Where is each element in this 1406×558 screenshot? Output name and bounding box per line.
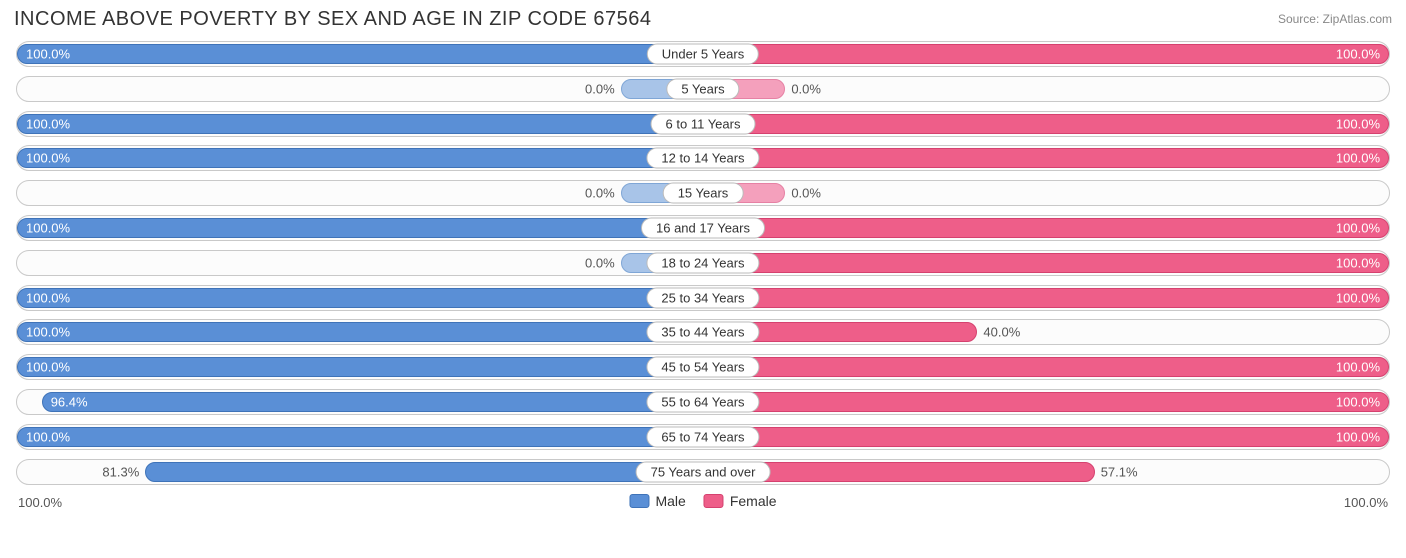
chart-row: 96.4% 100.0% 55 to 64 Years xyxy=(16,389,1390,415)
chart-row: 81.3% 57.1% 75 Years and over xyxy=(16,459,1390,485)
value-label-male: 0.0% xyxy=(585,255,615,270)
bar-female: 100.0% xyxy=(703,288,1389,308)
age-label: 25 to 34 Years xyxy=(646,287,759,308)
bar-male: 96.4% xyxy=(42,392,703,412)
header: INCOME ABOVE POVERTY BY SEX AND AGE IN Z… xyxy=(14,8,1392,31)
value-label-female: 100.0% xyxy=(1336,116,1380,131)
value-label-male: 100.0% xyxy=(26,116,70,131)
bar-male: 100.0% xyxy=(17,44,703,64)
bar-male: 100.0% xyxy=(17,114,703,134)
bar-female: 100.0% xyxy=(703,44,1389,64)
age-label: 65 to 74 Years xyxy=(646,426,759,447)
value-label-female: 57.1% xyxy=(1101,464,1138,479)
chart-row: 100.0% 100.0% 16 and 17 Years xyxy=(16,215,1390,241)
chart-footer: 100.0% Male Female 100.0% xyxy=(14,493,1392,523)
bar-female: 100.0% xyxy=(703,392,1389,412)
chart-row: 100.0% 100.0% 65 to 74 Years xyxy=(16,424,1390,450)
chart-row: 100.0% 40.0% 35 to 44 Years xyxy=(16,319,1390,345)
bar-male: 100.0% xyxy=(17,322,703,342)
legend: Male Female xyxy=(629,493,776,509)
swatch-female xyxy=(704,494,724,508)
legend-label-female: Female xyxy=(730,493,777,509)
value-label-female: 100.0% xyxy=(1336,394,1380,409)
bar-female: 100.0% xyxy=(703,148,1389,168)
value-label-female: 100.0% xyxy=(1336,360,1380,375)
age-label: 15 Years xyxy=(663,183,744,204)
bar-male: 100.0% xyxy=(17,218,703,238)
value-label-male: 100.0% xyxy=(26,220,70,235)
bar-male xyxy=(145,462,703,482)
bar-male: 100.0% xyxy=(17,148,703,168)
chart-container: INCOME ABOVE POVERTY BY SEX AND AGE IN Z… xyxy=(0,0,1406,558)
bar-male: 100.0% xyxy=(17,288,703,308)
age-label: 35 to 44 Years xyxy=(646,322,759,343)
value-label-female: 100.0% xyxy=(1336,255,1380,270)
age-label: Under 5 Years xyxy=(647,44,759,65)
chart-row: 0.0% 100.0% 18 to 24 Years xyxy=(16,250,1390,276)
chart-row: 100.0% 100.0% 45 to 54 Years xyxy=(16,354,1390,380)
value-label-female: 100.0% xyxy=(1336,429,1380,444)
value-label-male: 100.0% xyxy=(26,47,70,62)
chart-row: 0.0% 0.0% 15 Years xyxy=(16,180,1390,206)
bar-female: 100.0% xyxy=(703,357,1389,377)
age-label: 12 to 14 Years xyxy=(646,148,759,169)
legend-item-female: Female xyxy=(704,493,777,509)
value-label-male: 100.0% xyxy=(26,360,70,375)
legend-item-male: Male xyxy=(629,493,685,509)
value-label-female: 100.0% xyxy=(1336,151,1380,166)
chart-row: 100.0% 100.0% 6 to 11 Years xyxy=(16,111,1390,137)
value-label-male: 100.0% xyxy=(26,290,70,305)
age-label: 75 Years and over xyxy=(636,461,771,482)
axis-label-right: 100.0% xyxy=(1344,495,1388,510)
value-label-male: 0.0% xyxy=(585,186,615,201)
chart-rows: 100.0% 100.0% Under 5 Years 0.0% 0.0% 5 Years… xyxy=(14,41,1392,485)
source-label: Source: ZipAtlas.com xyxy=(1278,8,1392,26)
chart-title: INCOME ABOVE POVERTY BY SEX AND AGE IN Z… xyxy=(14,8,651,31)
value-label-female: 100.0% xyxy=(1336,220,1380,235)
bar-male: 100.0% xyxy=(17,427,703,447)
bar-female: 100.0% xyxy=(703,253,1389,273)
bar-female: 100.0% xyxy=(703,427,1389,447)
value-label-male: 96.4% xyxy=(51,394,88,409)
value-label-female: 100.0% xyxy=(1336,290,1380,305)
value-label-male: 100.0% xyxy=(26,325,70,340)
chart-row: 0.0% 0.0% 5 Years xyxy=(16,76,1390,102)
legend-label-male: Male xyxy=(655,493,685,509)
value-label-male: 81.3% xyxy=(102,464,139,479)
swatch-male xyxy=(629,494,649,508)
value-label-female: 0.0% xyxy=(791,186,821,201)
bar-female: 100.0% xyxy=(703,114,1389,134)
chart-row: 100.0% 100.0% 12 to 14 Years xyxy=(16,145,1390,171)
value-label-male: 0.0% xyxy=(585,81,615,96)
age-label: 55 to 64 Years xyxy=(646,391,759,412)
value-label-female: 100.0% xyxy=(1336,47,1380,62)
age-label: 5 Years xyxy=(666,78,739,99)
value-label-female: 40.0% xyxy=(983,325,1020,340)
axis-label-left: 100.0% xyxy=(18,495,62,510)
chart-row: 100.0% 100.0% Under 5 Years xyxy=(16,41,1390,67)
value-label-male: 100.0% xyxy=(26,429,70,444)
age-label: 45 to 54 Years xyxy=(646,357,759,378)
age-label: 18 to 24 Years xyxy=(646,252,759,273)
age-label: 16 and 17 Years xyxy=(641,217,765,238)
age-label: 6 to 11 Years xyxy=(651,113,756,134)
value-label-male: 100.0% xyxy=(26,151,70,166)
bar-male: 100.0% xyxy=(17,357,703,377)
bar-female: 100.0% xyxy=(703,218,1389,238)
chart-row: 100.0% 100.0% 25 to 34 Years xyxy=(16,285,1390,311)
value-label-female: 0.0% xyxy=(791,81,821,96)
